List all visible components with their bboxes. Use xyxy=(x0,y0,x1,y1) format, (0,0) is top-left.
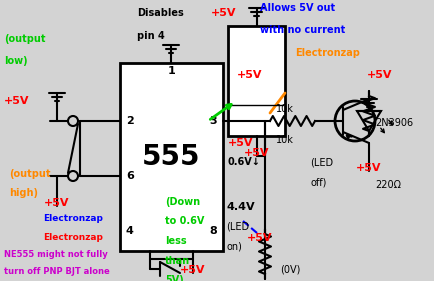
Text: +5V: +5V xyxy=(367,70,392,80)
Text: (LED: (LED xyxy=(227,222,250,232)
Text: on): on) xyxy=(227,242,243,252)
Text: Allows 5V out: Allows 5V out xyxy=(260,3,335,13)
Text: less: less xyxy=(165,236,187,246)
Text: low): low) xyxy=(4,56,28,66)
Text: 8: 8 xyxy=(209,226,217,236)
Text: than: than xyxy=(165,256,190,266)
Text: +5V: +5V xyxy=(247,233,273,243)
Text: (output: (output xyxy=(9,169,50,179)
Text: +5V: +5V xyxy=(4,96,30,106)
Text: (output: (output xyxy=(4,34,46,44)
Text: 10k: 10k xyxy=(276,104,293,114)
Bar xyxy=(120,63,223,251)
Text: 220Ω: 220Ω xyxy=(375,180,401,190)
Text: +5V: +5V xyxy=(180,265,206,275)
Text: to 0.6V: to 0.6V xyxy=(165,216,204,226)
Text: +5V: +5V xyxy=(244,148,269,158)
Text: pin 4: pin 4 xyxy=(137,31,164,41)
Text: +5V: +5V xyxy=(228,138,253,148)
Text: +5V: +5V xyxy=(237,70,262,80)
Text: Disables: Disables xyxy=(137,8,184,19)
Text: (0V): (0V) xyxy=(280,264,300,274)
Text: 4: 4 xyxy=(126,226,134,236)
Text: Electronzap: Electronzap xyxy=(43,233,103,242)
Text: Electronzap: Electronzap xyxy=(43,214,103,223)
Text: off): off) xyxy=(310,177,327,187)
Text: 4.4V: 4.4V xyxy=(227,202,255,212)
Text: 5V): 5V) xyxy=(165,275,184,281)
Bar xyxy=(228,26,285,136)
Text: Electronzap: Electronzap xyxy=(295,48,360,58)
Text: 1: 1 xyxy=(168,66,175,76)
Text: (Down: (Down xyxy=(165,197,200,207)
Text: 10k: 10k xyxy=(276,135,293,145)
Text: 2N3906: 2N3906 xyxy=(375,118,414,128)
Text: 3: 3 xyxy=(209,116,217,126)
Text: +5V: +5V xyxy=(44,198,70,208)
Text: 555: 555 xyxy=(142,143,201,171)
Text: with no current: with no current xyxy=(260,25,345,35)
Text: turn off PNP BJT alone: turn off PNP BJT alone xyxy=(4,267,110,276)
Text: high): high) xyxy=(9,188,38,198)
Text: 0.6V↓: 0.6V↓ xyxy=(228,157,261,167)
Text: +5V: +5V xyxy=(356,163,382,173)
Text: 2: 2 xyxy=(126,116,134,126)
Text: NE555 might not fully: NE555 might not fully xyxy=(4,250,108,259)
Text: +5V: +5V xyxy=(210,8,236,19)
Text: (LED: (LED xyxy=(310,157,333,167)
Text: 6: 6 xyxy=(126,171,134,181)
